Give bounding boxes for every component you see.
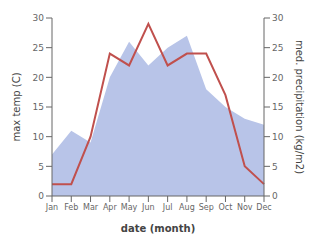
svg-text:May: May	[121, 203, 138, 212]
svg-text:25: 25	[33, 43, 44, 53]
svg-text:Apr: Apr	[103, 203, 118, 212]
svg-text:date (month): date (month)	[121, 223, 195, 234]
svg-text:15: 15	[33, 102, 44, 112]
svg-text:20: 20	[33, 73, 45, 83]
svg-text:10: 10	[272, 132, 284, 142]
svg-text:med. precipitation (kg/m2): med. precipitation (kg/m2)	[294, 40, 305, 174]
svg-text:5: 5	[38, 162, 44, 172]
svg-text:0: 0	[272, 191, 278, 201]
svg-text:5: 5	[272, 162, 278, 172]
svg-text:20: 20	[272, 73, 284, 83]
svg-text:0: 0	[38, 191, 44, 201]
svg-text:Mar: Mar	[83, 203, 99, 212]
svg-text:Aug: Aug	[179, 203, 195, 212]
svg-text:max temp (C): max temp (C)	[11, 72, 22, 141]
svg-text:Feb: Feb	[64, 203, 78, 212]
svg-text:Nov: Nov	[237, 203, 253, 212]
svg-text:Jun: Jun	[141, 203, 155, 212]
svg-text:Oct: Oct	[219, 203, 233, 212]
svg-text:30: 30	[272, 13, 284, 23]
svg-text:15: 15	[272, 102, 283, 112]
svg-text:30: 30	[33, 13, 45, 23]
svg-text:25: 25	[272, 43, 283, 53]
svg-text:Jul: Jul	[162, 203, 173, 212]
svg-text:10: 10	[33, 132, 45, 142]
svg-text:Sep: Sep	[199, 203, 214, 212]
svg-text:Dec: Dec	[256, 203, 271, 212]
svg-text:Jan: Jan	[45, 203, 58, 212]
